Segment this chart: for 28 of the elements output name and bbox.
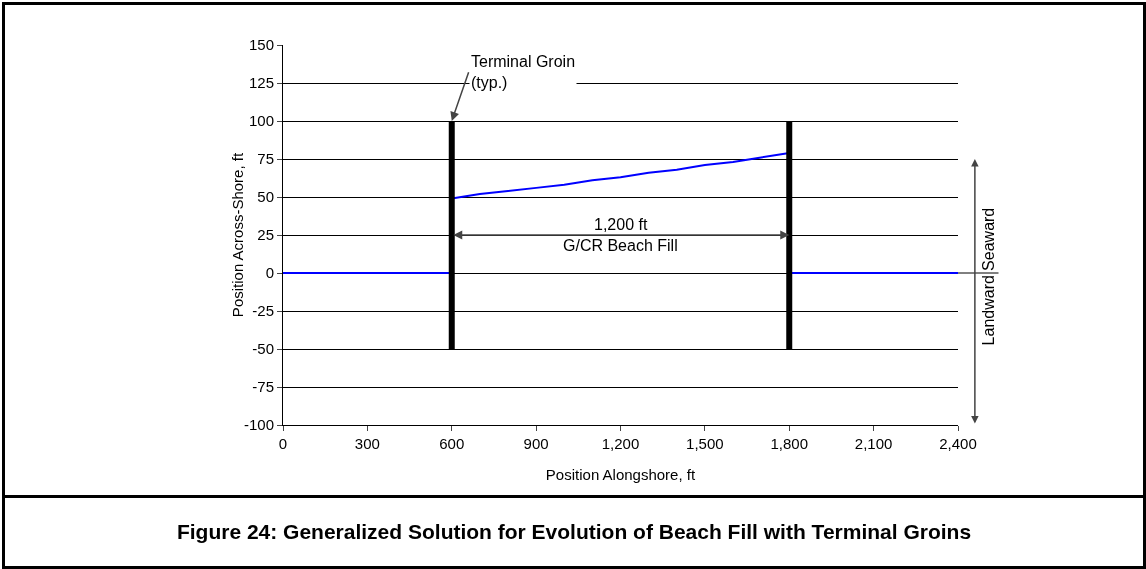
x-axis-title: Position Alongshore, ft <box>545 466 696 483</box>
y-tick-label: 0 <box>265 264 274 282</box>
x-tick-label: 1,800 <box>770 435 809 452</box>
x-tick-label: 900 <box>523 435 549 452</box>
y-tick-label: -75 <box>252 378 274 396</box>
x-tick-label: 1,500 <box>686 435 724 452</box>
x-tick-label: 300 <box>354 435 380 452</box>
x-tick-label: 600 <box>439 435 465 452</box>
y-axis-title: Position Across-Shore, ft <box>229 152 246 318</box>
y-tick-label: 150 <box>248 36 274 54</box>
y-tick-label: -50 <box>252 340 274 358</box>
y-tick-label: 50 <box>257 188 274 206</box>
y-tick-label: 75 <box>257 150 274 168</box>
annotation: 1,200 ft <box>594 216 648 233</box>
x-tick-label: 2,400 <box>939 435 977 452</box>
x-tick-label: 0 <box>278 435 288 452</box>
y-tick-label: 25 <box>257 226 274 244</box>
text: Seaward <box>979 207 997 271</box>
text: Landward <box>980 275 998 346</box>
x-tick-label: 2,100 <box>854 435 893 452</box>
text: Figure 24: Generalized Solution for Evolution of Beach Fill with Terminal Groins <box>5 495 1143 566</box>
annotation: Terminal Groin (typ.) <box>471 53 576 91</box>
x-tick-label: 1,200 <box>601 435 640 452</box>
annotation: G/CR Beach Fill <box>563 237 678 254</box>
y-tick-label: -25 <box>252 302 274 320</box>
y-tick-label: -100 <box>243 416 274 434</box>
y-tick-label: 125 <box>248 74 274 92</box>
y-tick-label: 100 <box>248 112 274 130</box>
